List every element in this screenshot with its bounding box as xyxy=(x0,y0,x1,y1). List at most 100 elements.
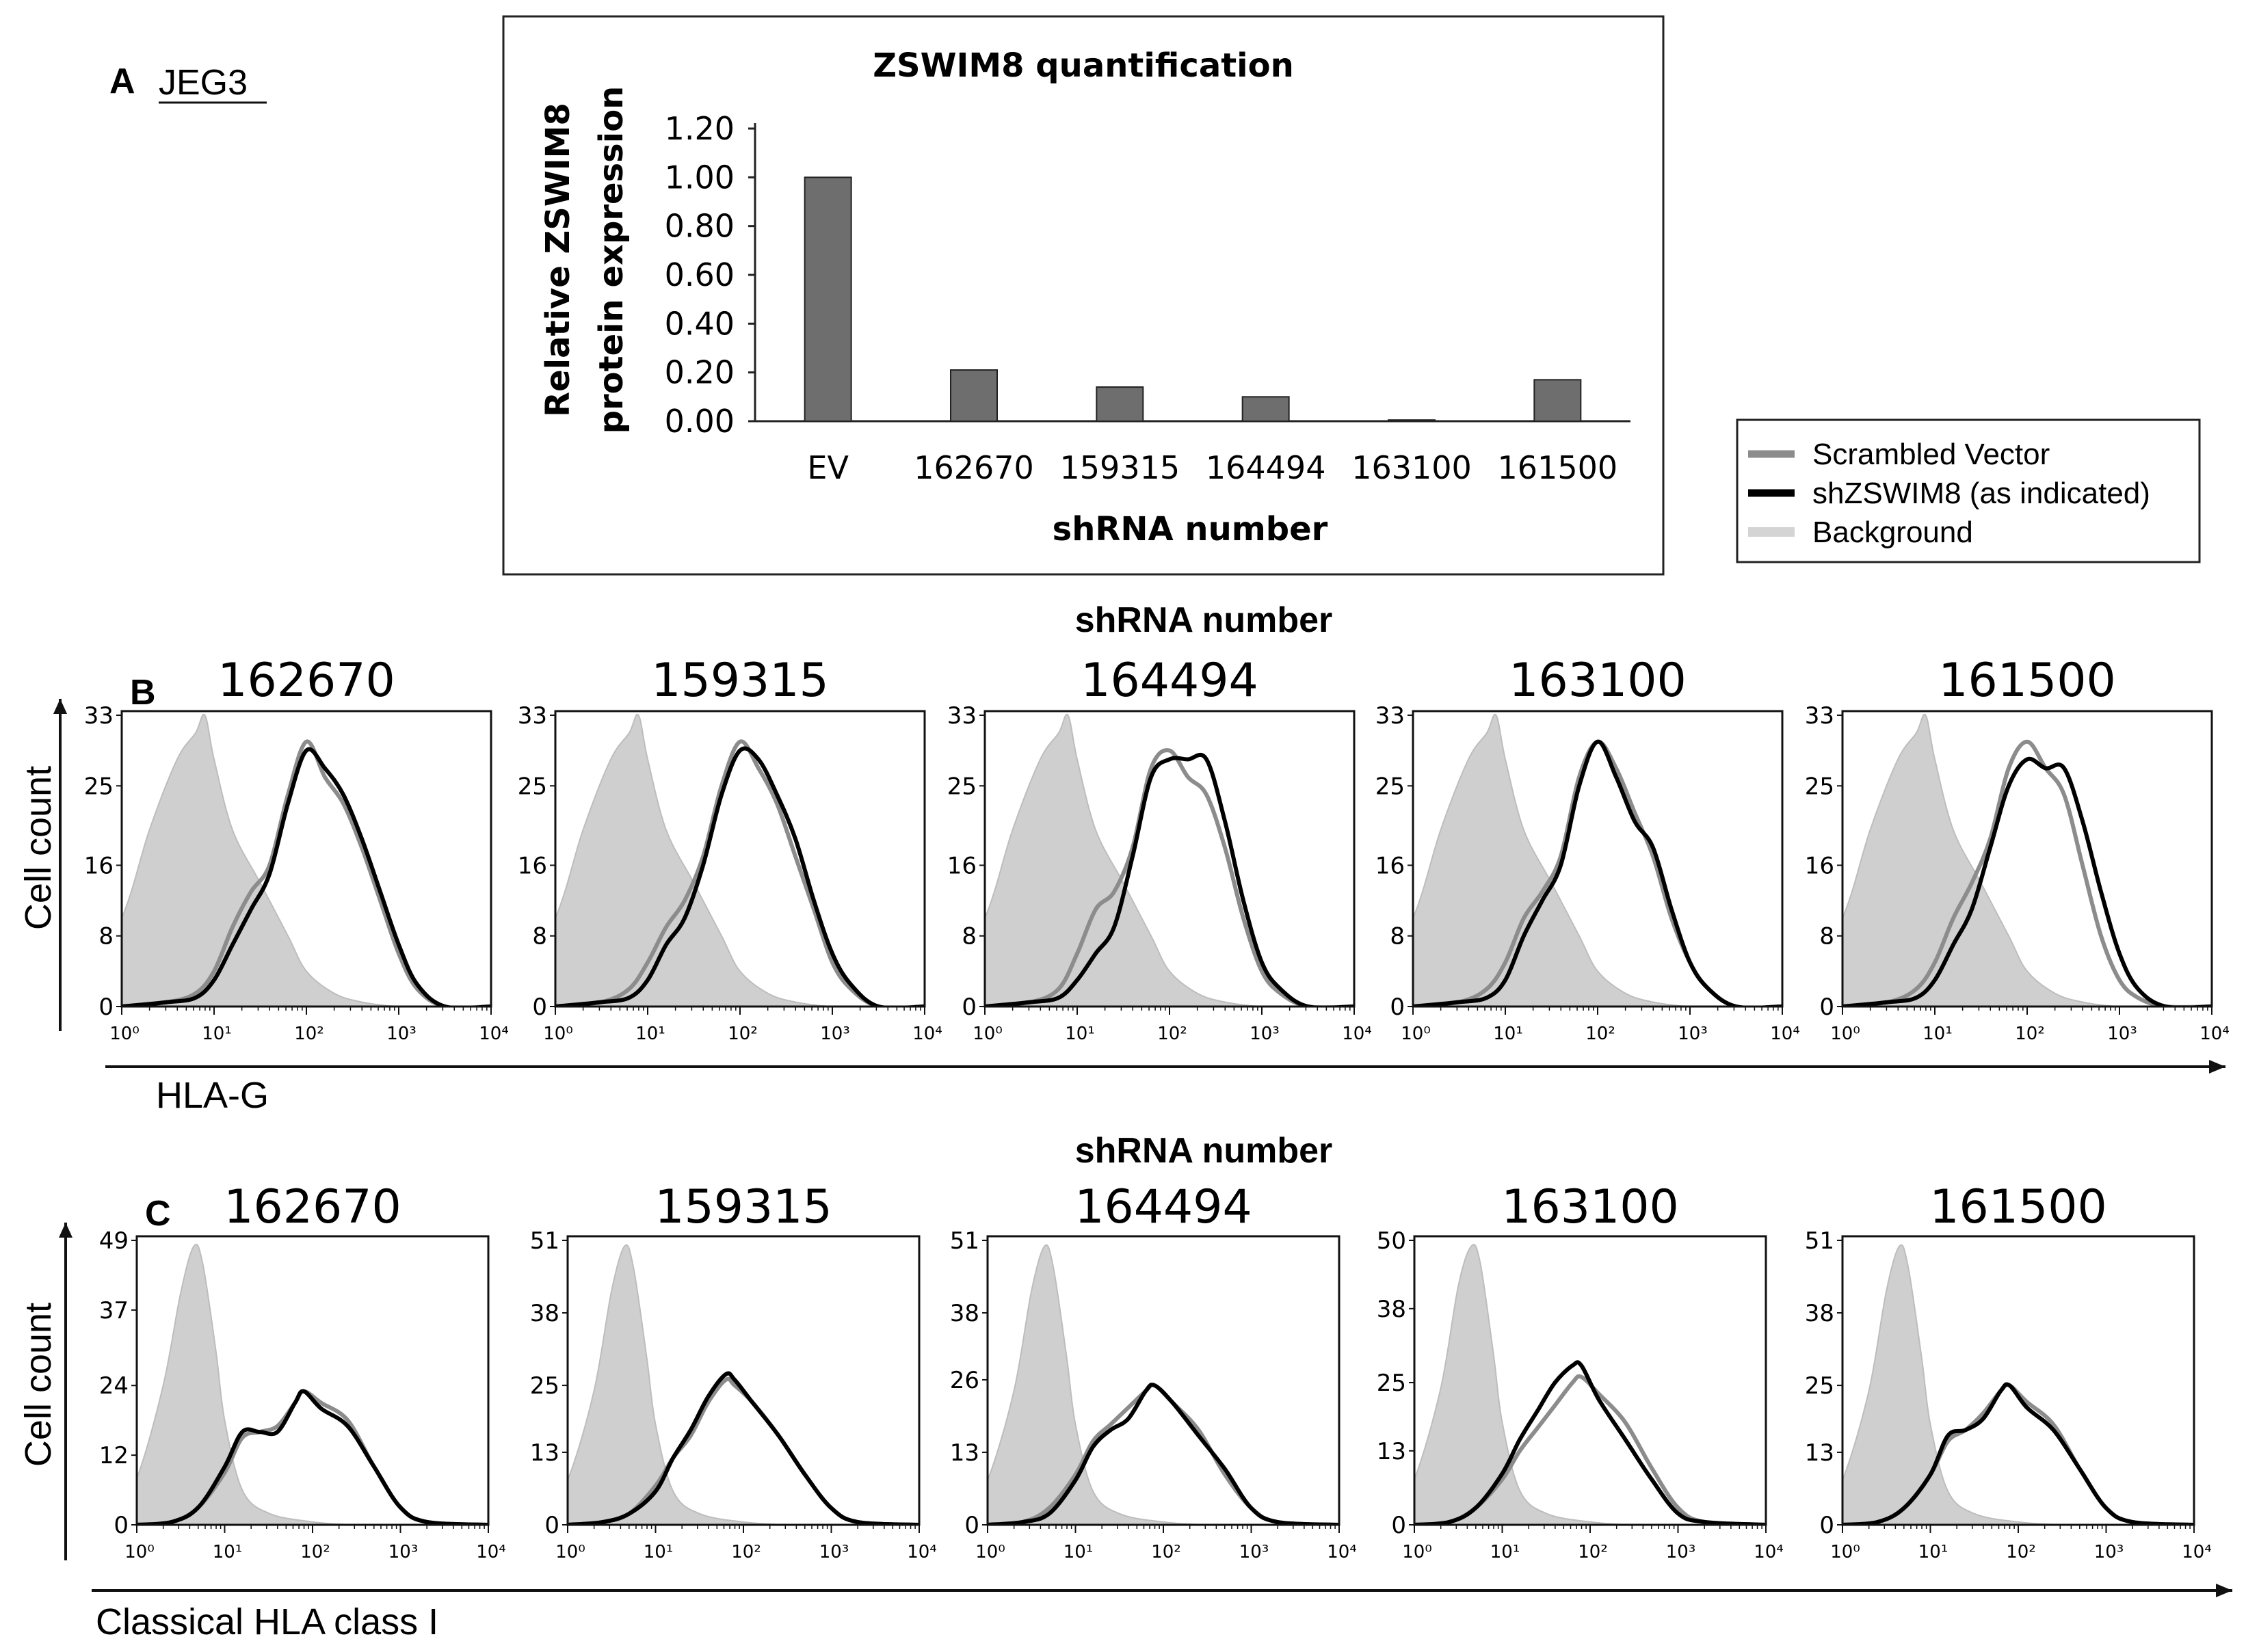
x-tick-label: 10⁰ xyxy=(973,1024,1003,1044)
x-tick-label: 10³ xyxy=(1666,1542,1696,1562)
shzswim8-line xyxy=(137,1389,488,1525)
y-tick-label: 13 xyxy=(1805,1439,1834,1467)
y-tick-label: 25 xyxy=(84,773,114,800)
legend-box xyxy=(1736,418,2201,563)
shzswim8-line xyxy=(568,1371,919,1525)
panel-b-axes xyxy=(53,699,2225,1074)
x-tick-label: 10⁴ xyxy=(1754,1542,1784,1562)
x-tick-label: 10² xyxy=(1578,1542,1608,1562)
x-tick-label: 10² xyxy=(300,1542,330,1562)
bar-chart-title: ZSWIM8 quantification xyxy=(873,46,1294,85)
y-tick-label: 38 xyxy=(530,1300,559,1327)
y-tick-label: 0.80 xyxy=(665,208,735,245)
histogram-163100: 163100 0 8 16 25 33 10⁰ 10¹ 10² 10³ 10⁴ xyxy=(1375,654,1800,1044)
x-tick-label: 10¹ xyxy=(635,1024,665,1044)
x-tick-label: 10² xyxy=(1151,1542,1181,1562)
x-tick-label: 10⁴ xyxy=(476,1542,506,1562)
y-tick-label: 0 xyxy=(1819,1512,1834,1539)
x-tick-label: 10⁴ xyxy=(1342,1024,1372,1044)
y-tick-label: 33 xyxy=(947,702,977,730)
panel-c-axes xyxy=(59,1223,2232,1597)
x-tick-label: 10² xyxy=(1585,1024,1615,1044)
y-tick-label: 0 xyxy=(962,994,977,1021)
plot-area xyxy=(568,1244,919,1525)
x-tick-label: 162670 xyxy=(914,449,1034,486)
x-tick-label: 10⁰ xyxy=(124,1542,155,1562)
x-axis-arrowhead xyxy=(2216,1584,2232,1597)
y-tick-label: 0 xyxy=(98,994,114,1021)
x-tick-label: 10³ xyxy=(819,1542,849,1562)
y-tick-label: 33 xyxy=(84,702,114,730)
panel-b-ylabel: Cell count xyxy=(18,766,59,930)
background-histogram xyxy=(1414,1244,1766,1525)
x-tick-label: 10¹ xyxy=(1923,1024,1953,1044)
background-histogram xyxy=(122,713,491,1007)
x-tick-label: 10⁰ xyxy=(1401,1024,1431,1044)
histogram-title: 159315 xyxy=(651,654,829,708)
y-tick-label: 8 xyxy=(98,923,114,950)
plot-area xyxy=(988,1244,1339,1525)
bar-chart-plot: 0.00 0.20 0.40 0.60 0.80 1.00 1.20 EV 162670 1593… xyxy=(665,110,1630,486)
y-tick-label: 51 xyxy=(530,1227,559,1255)
x-tick-label: 10¹ xyxy=(1493,1024,1523,1044)
x-tick-label: 10² xyxy=(2006,1542,2036,1562)
y-tick-label: 50 xyxy=(1377,1227,1406,1255)
bar xyxy=(1533,379,1582,422)
histogram-title: 159315 xyxy=(655,1180,832,1234)
background-histogram xyxy=(1842,1244,2194,1525)
x-tick-label: 163100 xyxy=(1351,449,1472,486)
legend-label: shZSWIM8 (as indicated) xyxy=(1812,477,2150,510)
y-tick-label: 25 xyxy=(518,773,547,800)
bar-chart-frame xyxy=(502,15,1665,576)
y-tick-label: 25 xyxy=(1805,773,1834,800)
bar xyxy=(1096,386,1144,422)
cell-line-label: JEG3 xyxy=(159,63,248,103)
y-tick-label: 16 xyxy=(1375,852,1405,879)
histogram-title: 164494 xyxy=(1074,1180,1252,1234)
y-tick-label: 16 xyxy=(1805,852,1834,879)
x-tick-label: 10² xyxy=(731,1542,761,1562)
x-tick-label: 10³ xyxy=(820,1024,850,1044)
histogram-161500: 161500 0 8 16 25 33 10⁰ 10¹ 10² 10³ 10⁴ xyxy=(1805,654,2230,1044)
x-tick-label: 10³ xyxy=(2107,1024,2137,1044)
y-tick-label: 0 xyxy=(1391,1512,1406,1539)
x-tick-label: 10⁴ xyxy=(907,1542,937,1562)
bar xyxy=(1241,396,1290,422)
x-tick-label: 10⁴ xyxy=(1770,1024,1800,1044)
y-tick-label: 0 xyxy=(1390,994,1405,1021)
y-tick-label: 0 xyxy=(532,994,547,1021)
histogram-title: 164494 xyxy=(1081,654,1258,708)
y-tick-label: 8 xyxy=(962,923,977,950)
y-tick-label: 33 xyxy=(1805,702,1834,730)
shzswim8-line xyxy=(555,746,925,1007)
background-histogram xyxy=(137,1243,488,1525)
shzswim8-line xyxy=(122,747,491,1007)
y-tick-label: 51 xyxy=(1805,1227,1834,1255)
x-tick-label: 10² xyxy=(728,1024,758,1044)
x-tick-label: 10³ xyxy=(2094,1542,2124,1562)
y-tick-label: 38 xyxy=(1805,1300,1834,1327)
plot-area xyxy=(1414,1244,1766,1525)
y-tick-label: 49 xyxy=(99,1227,129,1255)
bar-chart-ylabel-1: Relative ZSWIM8 xyxy=(539,103,577,417)
y-tick-label: 25 xyxy=(947,773,977,800)
legend-label: Scrambled Vector xyxy=(1812,438,2050,471)
y-tick-label: 8 xyxy=(532,923,547,950)
y-tick-label: 0 xyxy=(114,1512,129,1539)
x-tick-label: 10⁴ xyxy=(479,1024,509,1044)
x-tick-label: 10⁴ xyxy=(1327,1542,1357,1562)
y-tick-label: 33 xyxy=(518,702,547,730)
x-tick-label: 10⁰ xyxy=(1402,1542,1432,1562)
x-tick-label: 10⁰ xyxy=(975,1542,1005,1562)
histogram-159315: 159315 0 8 16 25 33 10⁰ 10¹ 10² 10³ 10⁴ xyxy=(518,654,942,1044)
histogram-164494: 164494 0 8 16 25 33 10⁰ 10¹ 10² 10³ 10⁴ xyxy=(947,654,1372,1044)
y-tick-label: 1.00 xyxy=(665,159,735,196)
y-tick-label: 24 xyxy=(99,1372,129,1400)
x-tick-label: 159315 xyxy=(1060,449,1180,486)
histogram-title: 161500 xyxy=(1929,1180,2107,1234)
panel-c-plots: 162670 0 12 24 37 49 10⁰ 10¹ 10² 10³ 10⁴ 159315 0 13 2… xyxy=(99,1180,2212,1562)
x-tick-label: 10³ xyxy=(1678,1024,1708,1044)
y-tick-label: 0 xyxy=(964,1512,979,1539)
background-histogram xyxy=(555,713,925,1007)
histogram-title: 163100 xyxy=(1509,654,1687,708)
